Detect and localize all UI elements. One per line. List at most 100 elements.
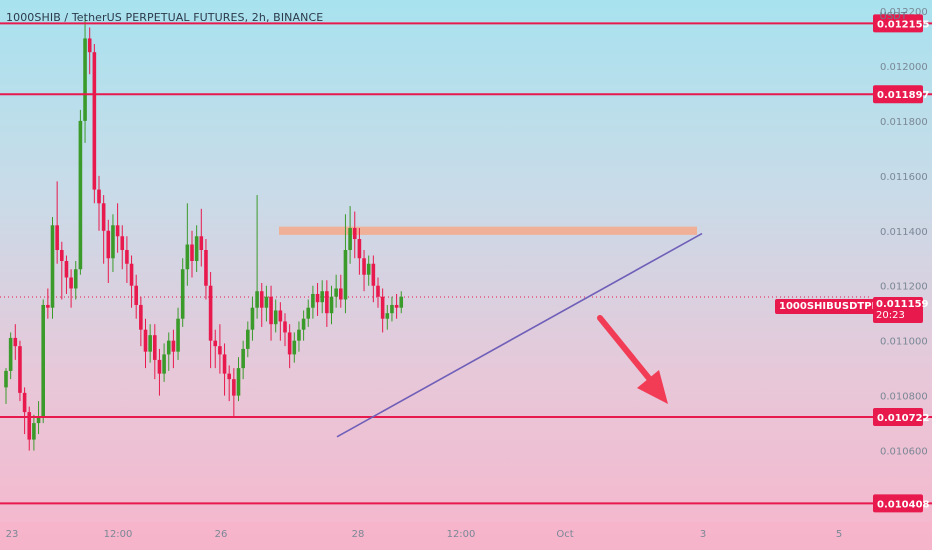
candle: [218, 324, 222, 374]
candle-body: [311, 293, 315, 308]
candle: [246, 321, 250, 358]
candle: [306, 299, 311, 327]
candle-body: [176, 318, 180, 352]
candle: [185, 203, 190, 286]
level-tag-label: 0.010408: [877, 499, 930, 510]
candle: [213, 329, 218, 369]
candle-body: [380, 296, 385, 319]
candle: [18, 340, 22, 402]
candle-body: [390, 304, 394, 314]
candle-body: [339, 288, 343, 300]
candle: [385, 304, 390, 330]
candle-body: [222, 354, 227, 374]
level-tag-label: 0.012155: [877, 19, 930, 30]
candle-body: [329, 296, 334, 314]
candle: [4, 368, 8, 404]
x-axis-tick-label: Oct: [556, 529, 573, 540]
candle-body: [32, 423, 36, 440]
candle-body: [357, 239, 362, 259]
candle-body: [69, 277, 73, 289]
candle: [259, 282, 264, 327]
candle-body: [148, 335, 152, 352]
candle-body: [41, 304, 45, 418]
candle: [55, 181, 59, 264]
level-tag-label: 0.010722: [877, 413, 930, 424]
candle-body: [264, 296, 269, 308]
current-price-value: 0.011159: [876, 299, 929, 310]
candle-body: [36, 417, 41, 424]
x-axis-tick-label: 26: [215, 529, 228, 540]
candle: [390, 296, 394, 322]
candle-body: [115, 225, 120, 237]
level-tag-bg: [873, 14, 923, 33]
candle: [329, 285, 334, 325]
candle: [78, 109, 83, 275]
level-price-tag: 0.011897: [873, 85, 930, 104]
candle-body: [139, 304, 143, 330]
candle: [232, 368, 236, 418]
candle: [269, 285, 273, 341]
candle: [311, 285, 315, 319]
candle-body: [250, 307, 255, 330]
candle: [283, 313, 287, 347]
candle-body: [125, 250, 129, 264]
candle: [32, 414, 36, 451]
ascending-trendline: [336, 232, 703, 438]
candle-body: [343, 250, 348, 300]
candle: [208, 271, 213, 369]
candle: [41, 299, 45, 424]
candle-body: [166, 340, 171, 355]
candle: [315, 282, 320, 316]
candle-body: [27, 412, 32, 440]
candle: [204, 239, 208, 300]
level-tag-bg: [873, 408, 923, 427]
symbol-title: 1000SHIB / TetherUS PERPETUAL FUTURES, 2…: [6, 11, 324, 24]
candle: [199, 208, 204, 267]
candle: [50, 217, 55, 319]
candle: [352, 211, 357, 259]
candle-body: [334, 288, 338, 297]
candle: [255, 195, 259, 319]
candle-body: [194, 236, 199, 261]
candle-body: [92, 52, 97, 190]
candle: [106, 219, 111, 283]
y-axis-tick-label: 0.011600: [880, 172, 928, 183]
candle-body: [259, 291, 264, 308]
candle: [343, 214, 348, 314]
candle: [162, 343, 166, 382]
candle: [278, 302, 283, 341]
candle: [264, 285, 269, 322]
candle: [22, 387, 27, 435]
candle: [143, 318, 148, 369]
candle: [64, 255, 69, 294]
candle: [13, 324, 18, 360]
candle-body: [55, 225, 59, 251]
candle: [236, 357, 241, 402]
level-price-tag: 0.010722: [873, 408, 930, 427]
candle-body: [325, 291, 329, 314]
arrow-head: [637, 370, 668, 404]
x-axis-tick-label: 23: [6, 529, 19, 540]
candle-body: [8, 337, 13, 371]
candle: [157, 348, 162, 396]
candle-body: [50, 225, 55, 308]
candle-body: [236, 368, 241, 396]
candle: [180, 258, 185, 327]
candle-body: [273, 310, 278, 325]
candle-body: [278, 310, 283, 322]
candle: [292, 332, 297, 363]
candle: [134, 274, 138, 319]
candle: [241, 340, 245, 380]
candle: [129, 255, 134, 308]
level-price-tag: 0.010408: [873, 494, 930, 513]
resistance-zone: [279, 226, 697, 235]
level-tag-bg: [873, 494, 923, 513]
candle-body: [129, 263, 134, 286]
candle-body: [162, 354, 166, 374]
candle-body: [306, 307, 311, 319]
candle: [325, 280, 329, 327]
level-price-tag: 0.012155: [873, 14, 930, 33]
level-tag-bg: [873, 85, 923, 104]
candle-body: [157, 359, 162, 374]
